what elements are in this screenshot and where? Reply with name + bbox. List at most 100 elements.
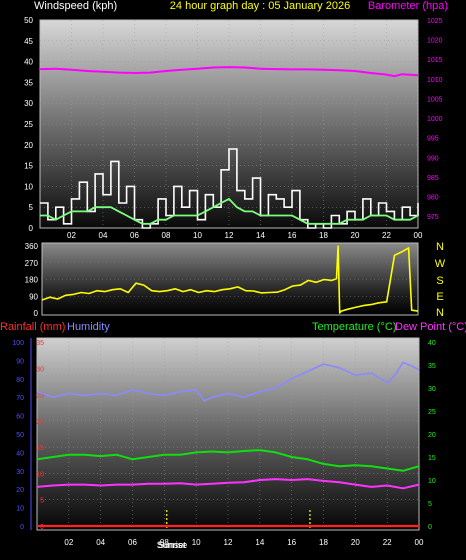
y2-tick-label: 995 — [427, 136, 439, 143]
temperature-tick-label: 15 — [428, 455, 436, 462]
x-tick-label: 00 — [415, 538, 424, 547]
humidity-tick-label: 0 — [20, 524, 24, 531]
x-tick-label: 12 — [225, 231, 234, 240]
compass-label: N — [436, 307, 444, 319]
temperature-tick-label: 25 — [428, 409, 436, 416]
x-tick-label: 02 — [64, 538, 73, 547]
x-tick-label: 10 — [192, 538, 201, 547]
direction-panel-background — [42, 243, 418, 315]
compass-label: S — [436, 275, 443, 287]
y2-tick-label: 1025 — [427, 18, 443, 25]
humidity-tick-label: 100 — [12, 340, 24, 347]
compass-label: N — [436, 241, 444, 253]
humidity-tick-label: 70 — [16, 395, 24, 402]
temperature-tick-label: 20 — [428, 432, 436, 439]
y2-tick-label: 980 — [427, 195, 439, 202]
y-tick-label: 5 — [29, 203, 34, 212]
compass-label: E — [436, 291, 443, 303]
y-tick-label: 15 — [24, 162, 33, 171]
rain-tick-label: 25 — [36, 393, 44, 400]
y2-tick-label: 985 — [427, 175, 439, 182]
compass-labels: N W S E N — [435, 241, 446, 319]
x-tick-label: 06 — [130, 231, 139, 240]
y2-tick-label: 990 — [427, 155, 439, 162]
temperature-axis-title: Temperature (°C) — [312, 321, 396, 333]
temperature-tick-label: 30 — [428, 386, 436, 393]
direction-tick-label: 180 — [25, 276, 39, 285]
y-tick-label: 45 — [24, 37, 33, 46]
temperature-tick-label: 5 — [428, 501, 432, 508]
temperature-tick-label: 35 — [428, 363, 436, 370]
humidity-tick-label: 60 — [16, 414, 24, 421]
direction-tick-label: 0 — [34, 309, 39, 318]
humidity-tick-label: 20 — [16, 487, 24, 494]
y2-tick-label: 1010 — [427, 77, 443, 84]
rain-tick-label: 5 — [40, 498, 44, 505]
y-tick-label: 50 — [24, 16, 33, 25]
x-tick-label: 16 — [288, 231, 297, 240]
rain-tick-label: 35 — [36, 340, 44, 347]
x-tick-label: 06 — [128, 538, 137, 547]
rainfall-axis-title: Rainfall (mm) — [0, 321, 65, 333]
x-tick-label: 14 — [256, 231, 265, 240]
tick-labels: 0510152025303540455097598098599099510001… — [12, 16, 442, 547]
x-tick-label: 16 — [287, 538, 296, 547]
y-tick-label: 40 — [24, 58, 33, 67]
y-tick-label: 10 — [24, 182, 33, 191]
compass-label: W — [435, 258, 446, 270]
direction-tick-label: 270 — [25, 259, 39, 268]
windspeed-axis-title: Windspeed (kph) — [34, 0, 117, 12]
x-tick-label: 04 — [99, 231, 108, 240]
x-tick-label: 20 — [351, 231, 360, 240]
direction-tick-label: 90 — [29, 292, 38, 301]
x-tick-label: 22 — [382, 231, 391, 240]
y-tick-label: 30 — [24, 99, 33, 108]
x-tick-label: 18 — [319, 538, 328, 547]
humidity-tick-label: 90 — [16, 358, 24, 365]
temperature-tick-label: 10 — [428, 478, 436, 485]
x-tick-label: 20 — [351, 538, 360, 547]
wind-direction-line — [41, 245, 419, 314]
humidity-tick-label: 80 — [16, 377, 24, 384]
y2-tick-label: 1020 — [427, 38, 443, 45]
temperature-line — [36, 449, 420, 472]
rain-tick-label: 15 — [36, 445, 44, 452]
humidity-axis-title: Humidity — [67, 321, 110, 333]
rain-tick-label: 0 — [40, 524, 44, 531]
temperature-tick-label: 40 — [428, 340, 436, 347]
x-tick-label: 12 — [224, 538, 233, 547]
average-wind-line — [40, 197, 419, 225]
y2-tick-label: 1000 — [427, 116, 443, 123]
dewpoint-line — [36, 478, 420, 490]
rain-tick-label: 10 — [36, 471, 44, 478]
humidity-tick-label: 40 — [16, 450, 24, 457]
x-tick-label: 22 — [383, 538, 392, 547]
sunrise-label: Sunrise — [157, 540, 188, 550]
x-tick-label: 00 — [414, 231, 423, 240]
x-tick-label: 08 — [162, 231, 171, 240]
humidity-tick-label: 30 — [16, 469, 24, 476]
y-tick-label: 35 — [24, 78, 33, 87]
grid-lines — [30, 20, 420, 530]
direction-tick-label: 360 — [25, 242, 39, 251]
y-tick-label: 20 — [24, 141, 33, 150]
y-tick-label: 0 — [29, 224, 34, 233]
y2-tick-label: 1005 — [427, 96, 443, 103]
rain-tick-label: 20 — [36, 419, 44, 426]
x-tick-label: 18 — [319, 231, 328, 240]
humidity-tick-label: 10 — [16, 506, 24, 513]
series-lines — [36, 66, 420, 528]
x-tick-label: 10 — [193, 231, 202, 240]
x-tick-label: 04 — [96, 538, 105, 547]
chart-date-title: 24 hour graph day : 05 January 2026 — [170, 0, 350, 12]
y-tick-label: 25 — [24, 120, 33, 129]
direction-panel-frame — [41, 242, 419, 316]
temperature-tick-label: 0 — [428, 524, 432, 531]
x-tick-label: 02 — [67, 231, 76, 240]
y2-tick-label: 1015 — [427, 57, 443, 64]
humidity-tick-label: 50 — [16, 432, 24, 439]
dewpoint-axis-title: Dew Point (°C) — [395, 321, 466, 333]
humidity-line — [36, 361, 420, 402]
